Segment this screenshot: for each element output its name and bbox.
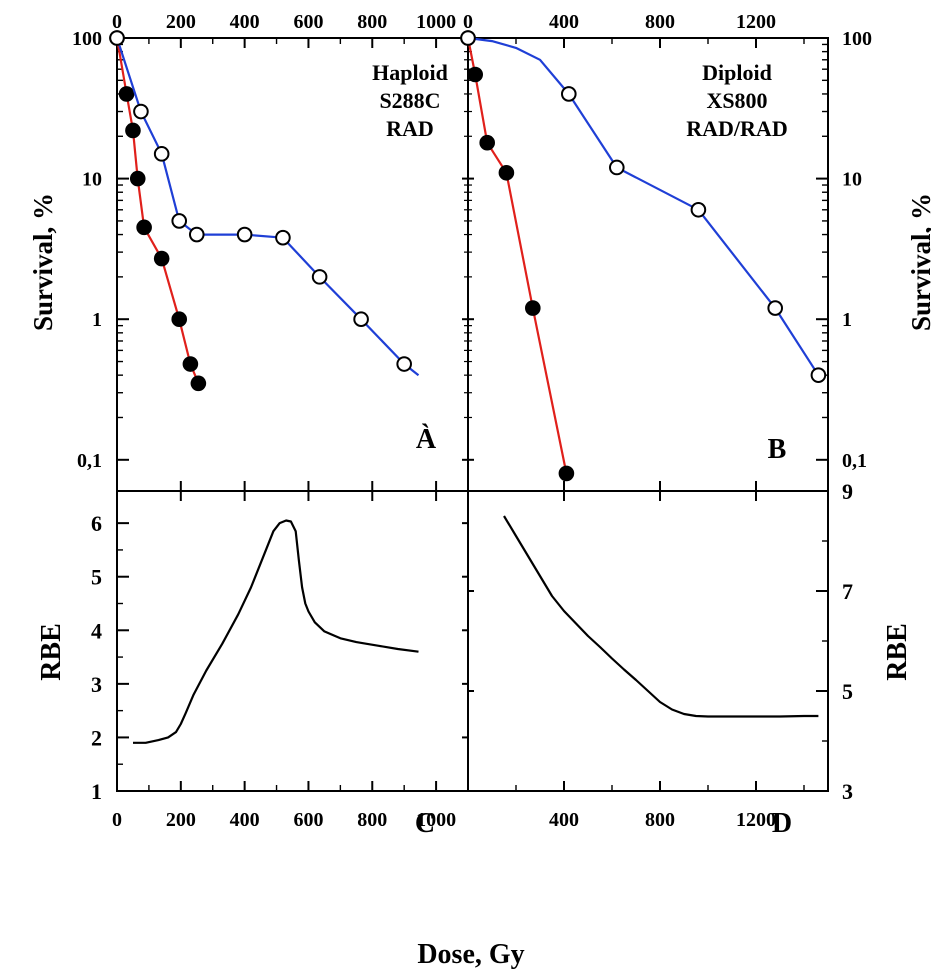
data-point-open-b (767, 300, 784, 316)
x-tick-label: 800 (645, 11, 675, 33)
y-tick-label: 1 (842, 309, 852, 331)
x-tick-label: 1000 (416, 11, 456, 33)
y-tick-label: 5 (91, 565, 102, 590)
panel-label-b: B (768, 434, 787, 465)
series-line-d-0 (503, 515, 819, 718)
series-line-c-0 (133, 519, 419, 744)
x-tick-label: 1200 (736, 11, 776, 33)
data-point-filled-b (498, 164, 515, 181)
data-point-open-a (171, 213, 188, 229)
data-point-filled-b (467, 66, 484, 83)
data-point-open-a (236, 226, 253, 243)
data-point-open-b (609, 159, 625, 176)
x-tick-label: 800 (357, 809, 387, 831)
panel-label-a: À (416, 424, 437, 455)
data-point-filled-a (171, 311, 188, 328)
y-tick-label: 100 (842, 28, 872, 50)
data-point-filled-a (118, 86, 135, 102)
panel-annotation-line: RAD/RAD (686, 116, 787, 141)
data-point-filled-a (136, 219, 152, 236)
y-tick-label: 6 (91, 511, 102, 536)
series-line-a-1 (115, 37, 420, 377)
panel-annotation-line: RAD (386, 116, 434, 141)
y-tick-label: 4 (91, 618, 102, 643)
chart-marks (109, 30, 827, 744)
y-tick-label: 0,1 (842, 450, 867, 472)
y-tick-label: 7 (842, 579, 853, 604)
y-axis-label-rbe-right: RBE (882, 623, 913, 681)
panel-frames (116, 37, 829, 792)
y-tick-label: 3 (91, 672, 102, 697)
data-point-open-a (109, 30, 125, 46)
x-axis-label: Dose, Gy (417, 939, 524, 970)
data-point-filled-a (190, 375, 207, 392)
outer-frame (116, 37, 829, 792)
data-point-open-a (133, 103, 149, 120)
x-tick-label: 0 (463, 11, 473, 33)
y-tick-label: 3 (842, 779, 853, 804)
y-tick-label: 100 (72, 28, 102, 50)
panel-label-c: C (415, 808, 435, 839)
panel-label-d: D (772, 808, 792, 839)
panel-annotation-line: Diploid (702, 60, 772, 85)
x-tick-label: 600 (293, 11, 323, 33)
y-tick-label: 9 (842, 479, 853, 504)
x-tick-label: 1200 (736, 809, 776, 831)
data-point-open-a (188, 226, 205, 243)
y-tick-label: 0,1 (77, 450, 102, 472)
y-tick-label: 10 (842, 169, 862, 191)
x-tick-label: 400 (230, 809, 260, 831)
data-point-open-b (810, 367, 827, 383)
data-point-open-a (275, 229, 291, 246)
data-point-filled-a (129, 170, 146, 187)
y-tick-label: 5 (842, 679, 853, 704)
data-point-filled-a (182, 356, 199, 372)
data-point-filled-b (479, 134, 496, 151)
data-point-open-a (353, 311, 369, 328)
x-tick-label: 800 (357, 11, 387, 33)
data-point-filled-a (125, 122, 141, 139)
data-point-filled-b (558, 465, 575, 482)
y-tick-label: 2 (91, 725, 102, 750)
x-tick-label: 0 (112, 809, 122, 831)
data-point-open-b (690, 201, 707, 218)
y-axis-label-rbe-left: RBE (36, 623, 67, 681)
x-tick-label: 0 (112, 11, 122, 33)
data-point-open-b (561, 86, 577, 102)
y-tick-label: 1 (91, 779, 102, 804)
panel-annotation-line: Haploid (372, 60, 448, 85)
x-tick-label: 200 (166, 11, 196, 33)
y-tick-label: 10 (82, 169, 102, 191)
series-line-b-0 (466, 37, 568, 474)
data-point-open-a (396, 356, 412, 372)
data-point-open-b (460, 30, 476, 46)
data-point-filled-b (525, 300, 541, 316)
panel-annotation-line: XS800 (706, 88, 767, 113)
data-point-filled-a (153, 250, 170, 267)
data-point-open-a (153, 146, 170, 162)
x-tick-label: 1000 (416, 809, 456, 831)
data-point-open-a (311, 269, 328, 285)
x-tick-label: 400 (230, 11, 260, 33)
x-tick-label: 800 (645, 809, 675, 831)
y-tick-label: 1 (92, 309, 102, 331)
y-axis-label-survival-left: Survival, % (28, 193, 58, 331)
x-tick-label: 400 (549, 11, 579, 33)
panel-annotation-line: S288C (379, 88, 440, 113)
x-tick-label: 200 (166, 809, 196, 831)
x-tick-label: 600 (293, 809, 323, 831)
x-tick-label: 400 (549, 809, 579, 831)
y-axis-label-survival-right: Survival, % (906, 193, 931, 331)
